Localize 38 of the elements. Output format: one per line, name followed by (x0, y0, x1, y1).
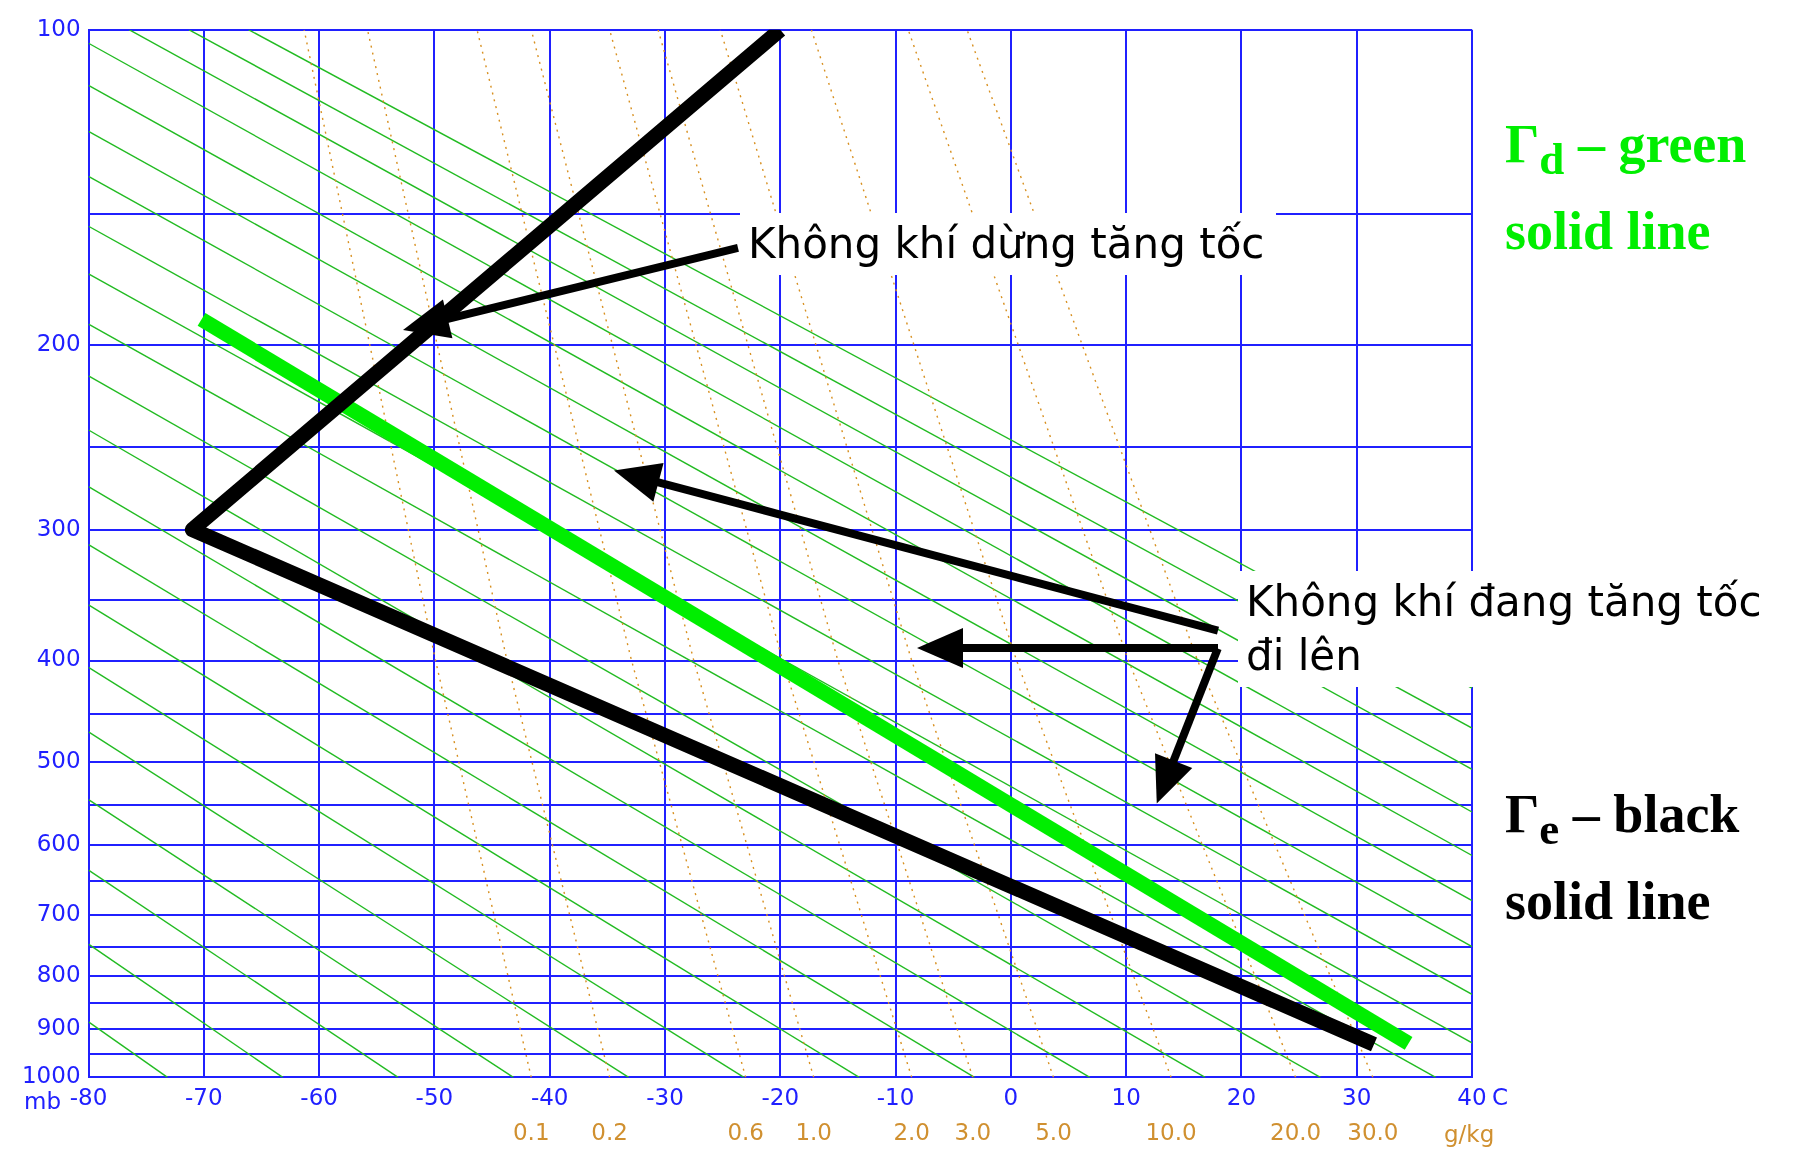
annotation: 2.0 (893, 1119, 930, 1146)
y-tick-label: 400 (36, 645, 81, 672)
y-tick-label: 200 (36, 330, 81, 357)
x-axis-title: C (1492, 1083, 1509, 1110)
y-tick-label: 900 (36, 1014, 81, 1041)
annotation: 3.0 (954, 1119, 992, 1146)
annotation: 20.0 (1270, 1119, 1322, 1146)
y-tick-label: 500 (36, 747, 81, 774)
annotation: 0.1 (512, 1119, 550, 1146)
x-tick-label: 40 (1457, 1084, 1487, 1111)
annotation: Không khí dừng tăng tốc (740, 213, 1276, 275)
x-tick-label: -40 (530, 1084, 569, 1111)
annotation: 0.2 (591, 1119, 628, 1146)
annotation: Không khí đang tăng tốc đi lên (1238, 571, 1793, 687)
annotation: 0.6 (727, 1119, 764, 1146)
annotation: 1.0 (795, 1119, 832, 1146)
y-axis-title: mb (24, 1087, 62, 1114)
annotation: 5.0 (1035, 1119, 1072, 1146)
x-tick-label: -20 (761, 1084, 800, 1111)
y-tick-label: 100 (36, 14, 81, 41)
x-tick-label: -10 (876, 1084, 915, 1111)
text: Γ$_{d}$ – green solid line (1505, 113, 1748, 263)
x-tick-label: -50 (415, 1084, 454, 1111)
x-tick-label: -30 (646, 1084, 684, 1111)
x-tick-label: 20 (1226, 1084, 1257, 1111)
x-tick-label: 30 (1342, 1084, 1372, 1111)
y-tick-label: 600 (36, 829, 81, 856)
y-tick-label: 700 (36, 900, 81, 927)
x-tick-label: 10 (1111, 1084, 1141, 1111)
x-tick-label: -70 (185, 1084, 223, 1111)
text: Γ$_{e}$ – black solid line (1505, 783, 1741, 933)
y-tick-label: 800 (36, 960, 81, 987)
annotation: 10.0 (1145, 1119, 1197, 1146)
x-tick-label: 0 (1003, 1084, 1019, 1111)
x-tick-label: -60 (300, 1084, 338, 1111)
y-tick-label: 300 (36, 514, 81, 541)
text: g/kg (1444, 1120, 1496, 1148)
annotation: 30.0 (1347, 1119, 1399, 1146)
